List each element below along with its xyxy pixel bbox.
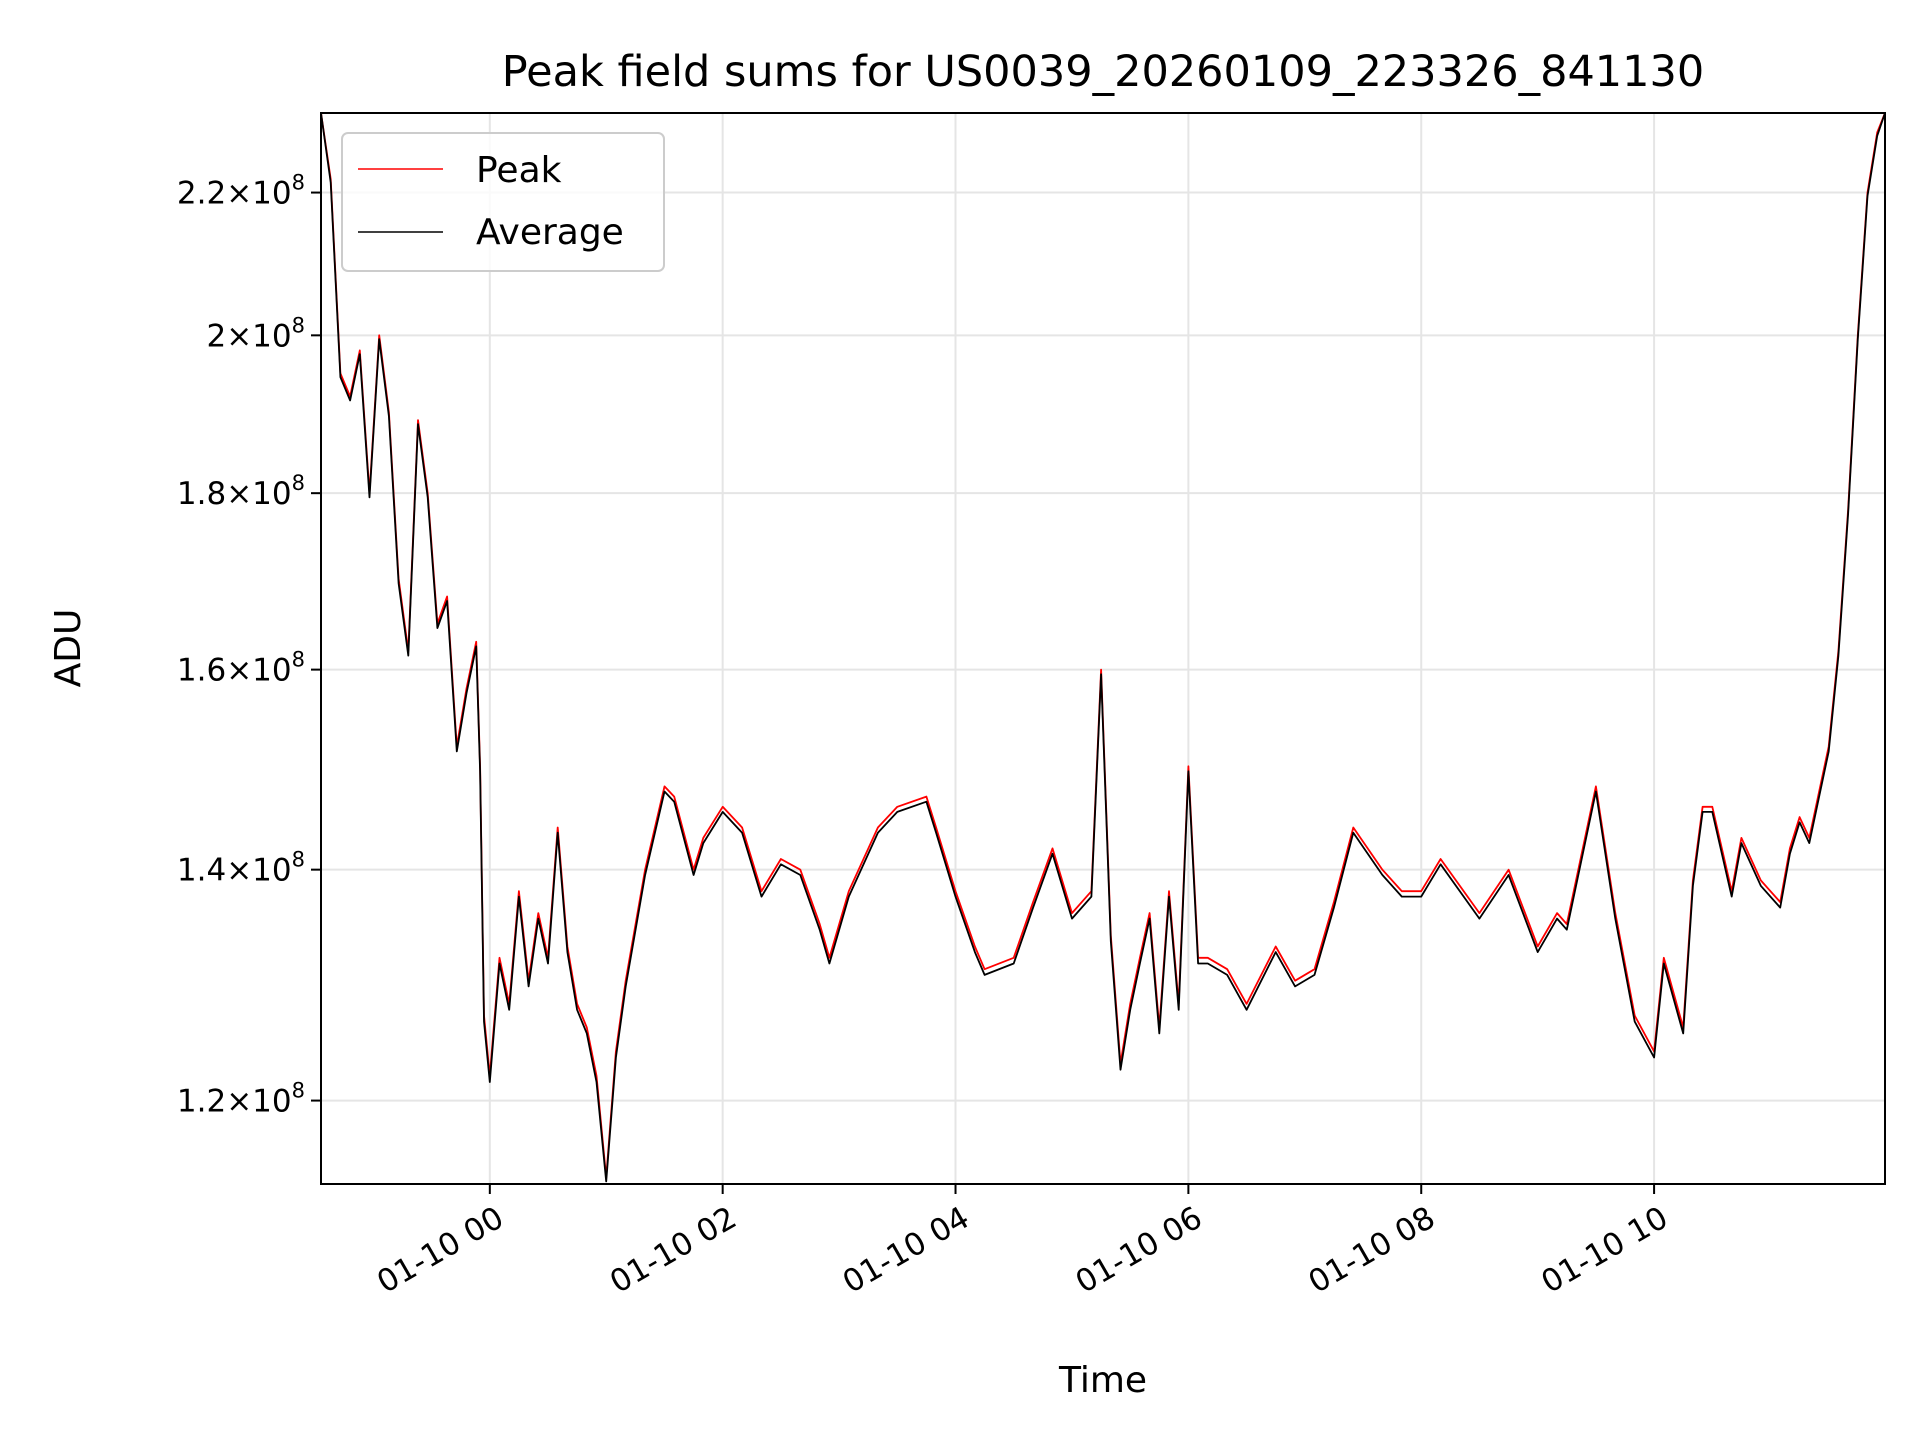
chart-title: Peak field sums for US0039_20260109_2233… [502,47,1705,97]
y-tick-label: 1.8×108 [177,471,305,512]
series-layer [320,112,1886,1183]
y-tick-label: 1.6×108 [177,648,305,689]
y-axis: 1.2×108 1.4×108 1.6×108 1.8×108 2×108 2.2×108 [177,171,321,1120]
plot-frame [320,112,1886,1185]
y-tick-label: 2.2×108 [177,171,305,212]
legend-average-label: Average [476,212,624,253]
grid [321,113,1885,1184]
legend-box [341,132,665,272]
legend: Peak Average [341,132,665,272]
x-axis-title: Time [1058,1360,1147,1401]
y-tick-label: 1.2×108 [177,1079,305,1120]
y-tick-label: 1.4×108 [177,848,305,889]
y-tick-label: 2×108 [206,313,305,354]
series-line-average [320,112,1886,1183]
legend-peak-label: Peak [476,150,562,191]
y-axis-title: ADU [48,609,89,688]
